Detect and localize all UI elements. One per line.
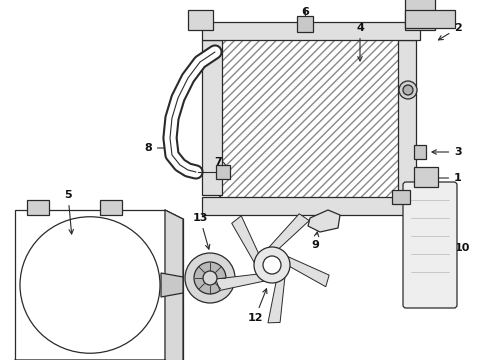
Bar bbox=[15, 210, 165, 360]
Text: 4: 4 bbox=[356, 23, 364, 61]
Text: 2: 2 bbox=[439, 23, 462, 40]
Polygon shape bbox=[267, 214, 309, 250]
Circle shape bbox=[185, 253, 235, 303]
FancyBboxPatch shape bbox=[403, 182, 457, 308]
Bar bbox=[297, 16, 313, 32]
Polygon shape bbox=[285, 255, 329, 287]
Text: 11: 11 bbox=[412, 190, 458, 200]
Bar bbox=[202, 197, 420, 215]
Circle shape bbox=[194, 262, 226, 294]
Bar bbox=[27, 200, 49, 215]
Circle shape bbox=[399, 81, 417, 99]
Bar bbox=[414, 167, 438, 187]
Text: 6: 6 bbox=[301, 7, 309, 24]
Circle shape bbox=[203, 271, 217, 285]
Bar bbox=[220, 30, 400, 205]
Text: 3: 3 bbox=[432, 147, 462, 157]
Ellipse shape bbox=[20, 217, 160, 353]
Text: 1: 1 bbox=[420, 173, 462, 183]
Bar bbox=[405, 0, 435, 30]
Text: 9: 9 bbox=[311, 232, 319, 250]
Text: 8: 8 bbox=[144, 143, 178, 153]
Polygon shape bbox=[308, 210, 340, 232]
Circle shape bbox=[263, 256, 281, 274]
Polygon shape bbox=[232, 216, 259, 266]
Bar bbox=[202, 22, 420, 40]
Bar bbox=[220, 30, 400, 205]
Bar bbox=[392, 190, 410, 204]
Circle shape bbox=[403, 85, 413, 95]
Bar bbox=[414, 145, 426, 159]
Bar bbox=[100, 200, 122, 215]
Bar bbox=[398, 40, 416, 195]
Text: 7: 7 bbox=[214, 157, 227, 167]
Bar bbox=[202, 40, 222, 195]
Text: 5: 5 bbox=[64, 190, 74, 234]
Text: 12: 12 bbox=[247, 289, 267, 323]
Polygon shape bbox=[161, 273, 183, 297]
Text: 10: 10 bbox=[434, 243, 470, 253]
Bar bbox=[405, 10, 455, 28]
Text: 13: 13 bbox=[192, 213, 210, 249]
Polygon shape bbox=[165, 210, 183, 360]
Polygon shape bbox=[216, 274, 268, 291]
Circle shape bbox=[254, 247, 290, 283]
Bar bbox=[216, 165, 230, 179]
Polygon shape bbox=[268, 274, 285, 323]
Bar bbox=[188, 10, 213, 30]
